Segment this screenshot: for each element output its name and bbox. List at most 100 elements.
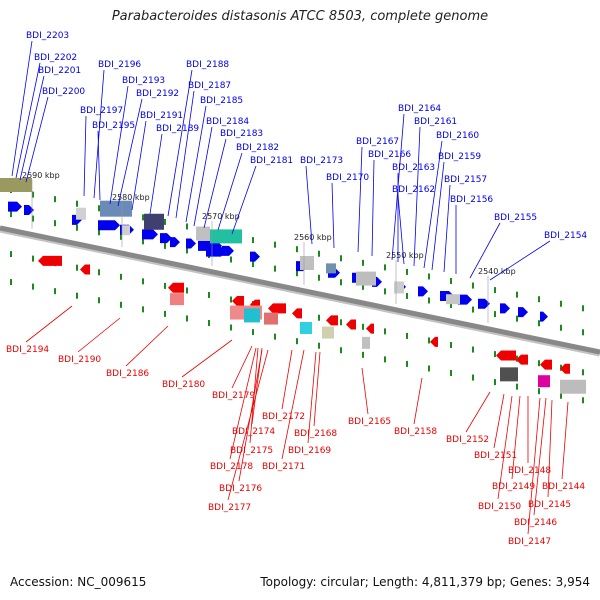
forward-gene-arrow xyxy=(24,204,34,215)
feature-block xyxy=(170,293,184,306)
tick-dot xyxy=(318,274,320,281)
feature-block xyxy=(446,294,460,305)
reverse-leader-line xyxy=(181,339,233,378)
tick-dot xyxy=(252,261,254,268)
reverse-gene-label: BDI_2186 xyxy=(106,369,149,379)
reverse-gene-label: BDI_2144 xyxy=(542,482,585,492)
tick-dot xyxy=(362,351,364,358)
kbp-tick-label: 2550 kbp xyxy=(386,251,424,260)
forward-gene-label: BDI_2188 xyxy=(186,60,229,70)
tick-dot xyxy=(472,346,474,353)
forward-gene-label: BDI_2184 xyxy=(206,117,249,127)
reverse-leader-line xyxy=(533,397,547,516)
forward-gene-label: BDI_2182 xyxy=(236,143,279,153)
tick-dot xyxy=(76,264,78,271)
tick-dot xyxy=(274,265,276,272)
reverse-gene-arrow xyxy=(38,255,62,266)
tick-dot xyxy=(560,324,562,331)
tick-dot xyxy=(296,246,298,253)
forward-leader-line xyxy=(193,126,213,227)
reverse-gene-label: BDI_2168 xyxy=(294,429,337,439)
forward-gene-label: BDI_2155 xyxy=(494,213,537,223)
tick-dot xyxy=(318,250,320,257)
feature-block xyxy=(264,312,278,325)
page-title: Parabacteroides distasonis ATCC 8503, co… xyxy=(111,9,489,24)
forward-gene-arrow xyxy=(160,233,172,244)
tick-dot xyxy=(274,333,276,340)
tick-dot xyxy=(582,329,584,336)
forward-gene-label: BDI_2189 xyxy=(156,124,199,134)
reverse-gene-label: BDI_2146 xyxy=(514,518,557,528)
kbp-tick-label: 2540 kbp xyxy=(478,267,516,276)
tick-dot xyxy=(472,306,474,313)
tick-dot xyxy=(318,314,320,321)
forward-leader-line xyxy=(25,96,49,183)
forward-gene-label: BDI_2156 xyxy=(450,195,493,205)
forward-leader-line xyxy=(489,240,551,281)
tick-dot xyxy=(32,191,34,198)
forward-gene-label: BDI_2203 xyxy=(26,31,69,41)
reverse-gene-arrow xyxy=(540,359,552,370)
forward-leader-line xyxy=(331,182,335,249)
reverse-leader-line xyxy=(25,305,73,343)
tick-dot xyxy=(98,205,100,212)
reverse-gene-arrow xyxy=(292,308,302,319)
forward-leader-line xyxy=(371,159,375,257)
tick-dot xyxy=(538,388,540,395)
forward-gene-arrow xyxy=(8,201,22,212)
tick-dot xyxy=(494,379,496,386)
feature-block xyxy=(210,229,242,244)
tick-dot xyxy=(164,218,166,225)
feature-block xyxy=(500,367,518,382)
forward-gene-arrow xyxy=(518,307,528,318)
forward-gene-label: BDI_2170 xyxy=(326,173,369,183)
tick-dot xyxy=(10,279,12,286)
tick-dot xyxy=(384,264,386,271)
reverse-gene-label: BDI_2172 xyxy=(262,412,305,422)
reverse-gene-label: BDI_2145 xyxy=(528,500,571,510)
tick-dot xyxy=(582,397,584,404)
tick-dot xyxy=(142,238,144,245)
forward-gene-arrow xyxy=(418,286,428,297)
forward-gene-arrow xyxy=(500,303,510,314)
reverse-gene-arrow xyxy=(430,336,438,347)
feature-block xyxy=(144,213,164,230)
tick-dot xyxy=(54,220,56,227)
reverse-gene-label: BDI_2179 xyxy=(212,391,255,401)
forward-gene-label: BDI_2162 xyxy=(392,185,435,195)
tick-dot xyxy=(252,237,254,244)
forward-gene-label: BDI_2191 xyxy=(140,111,183,121)
reverse-leader-line xyxy=(465,391,491,433)
reverse-gene-label: BDI_2151 xyxy=(474,451,517,461)
forward-leader-line xyxy=(203,138,227,229)
reverse-leader-line xyxy=(281,349,293,410)
reverse-leader-line xyxy=(493,393,505,449)
forward-gene-label: BDI_2157 xyxy=(444,175,487,185)
feature-block xyxy=(394,281,404,294)
tick-dot xyxy=(98,229,100,236)
tick-dot xyxy=(340,255,342,262)
forward-leader-line xyxy=(19,75,45,181)
tick-dot xyxy=(582,369,584,376)
reverse-leader-line xyxy=(527,397,541,535)
tick-dot xyxy=(406,332,408,339)
tick-dot xyxy=(494,287,496,294)
tick-dot xyxy=(186,223,188,230)
tick-dot xyxy=(296,338,298,345)
tick-dot xyxy=(428,365,430,372)
reverse-leader-line xyxy=(125,325,169,367)
tick-dot xyxy=(208,319,210,326)
forward-gene-arrow xyxy=(186,238,196,249)
tick-dot xyxy=(560,392,562,399)
tick-dot xyxy=(384,328,386,335)
reverse-gene-label: BDI_2176 xyxy=(219,484,262,494)
forward-gene-label: BDI_2202 xyxy=(34,53,77,63)
reverse-gene-arrow xyxy=(326,315,338,326)
tick-dot xyxy=(32,215,34,222)
forward-gene-label: BDI_2163 xyxy=(392,163,435,173)
tick-dot xyxy=(186,315,188,322)
tick-dot xyxy=(406,268,408,275)
reverse-gene-arrow xyxy=(168,282,184,293)
forward-leader-line xyxy=(83,115,87,197)
